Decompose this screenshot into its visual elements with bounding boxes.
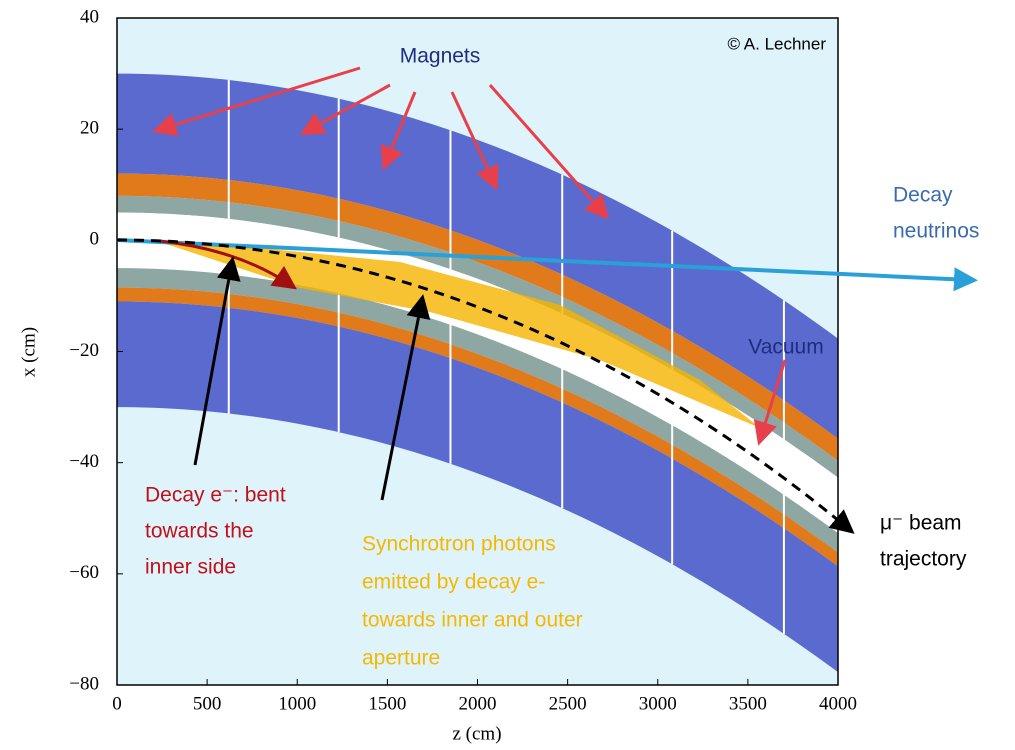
x-tick-label: 2500 xyxy=(549,693,587,714)
photons-label: aperture xyxy=(362,647,440,670)
electron-label: inner side xyxy=(145,556,236,579)
x-tick-label: 4000 xyxy=(819,693,857,714)
photons-label: towards inner and outer xyxy=(362,609,583,632)
y-axis-label: x (cm) xyxy=(18,327,39,377)
beam-label: trajectory xyxy=(880,548,967,571)
x-tick-label: 3500 xyxy=(729,693,767,714)
photons-label: Synchrotron photons xyxy=(362,533,556,556)
y-tick-label: 20 xyxy=(80,118,99,139)
vacuum-label: Vacuum xyxy=(748,336,823,359)
credit: © A. Lechner xyxy=(727,34,826,53)
y-tick-label: −80 xyxy=(69,673,99,694)
x-tick-label: 500 xyxy=(193,693,222,714)
x-tick-label: 1500 xyxy=(368,693,406,714)
y-tick-label: −40 xyxy=(69,451,99,472)
electron-label: Decay e⁻: bent xyxy=(145,484,286,507)
y-tick-label: −60 xyxy=(69,562,99,583)
photons-label: emitted by decay e- xyxy=(362,571,545,594)
neutrinos-label: neutrinos xyxy=(893,220,979,243)
x-tick-label: 1000 xyxy=(278,693,316,714)
x-tick-label: 0 xyxy=(112,693,122,714)
y-tick-label: −20 xyxy=(69,340,99,361)
x-axis-label: z (cm) xyxy=(452,723,501,744)
x-tick-label: 2000 xyxy=(459,693,497,714)
electron-label: towards the xyxy=(145,520,254,543)
magnets-label: Magnets xyxy=(400,45,481,68)
figure: 0 500 1000 1500 2000 2500 3000 3500 4000 −80 −60 −4… xyxy=(0,0,1015,750)
beam-label: μ⁻ beam xyxy=(880,512,962,535)
neutrinos-label: Decay xyxy=(893,184,953,207)
y-tick-label: 40 xyxy=(80,6,99,27)
x-tick-label: 3000 xyxy=(639,693,677,714)
y-tick-label: 0 xyxy=(90,229,100,250)
